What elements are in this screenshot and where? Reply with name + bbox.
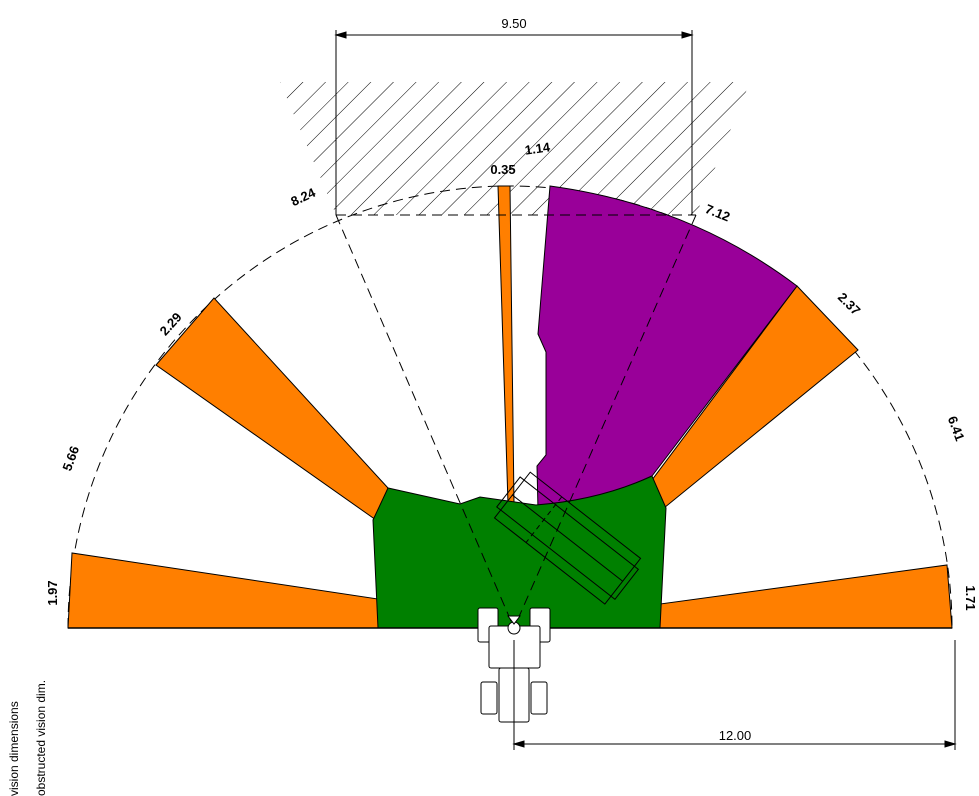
legend-vision-dimensions: vision dimensions — [7, 701, 21, 796]
label-left-bottom: 1.97 — [45, 580, 60, 605]
sector-left-orange — [155, 297, 389, 521]
label-right-upper: 7.12 — [703, 201, 732, 224]
label-center-gap: 1.14 — [524, 139, 552, 157]
near-zone-green — [372, 475, 667, 629]
sector-left-bottom — [67, 552, 379, 629]
dimension-right-label: 12.00 — [719, 728, 752, 743]
label-left-lower-white: 5.66 — [59, 444, 82, 473]
dimension-top — [334, 30, 694, 215]
label-right-lower-white: 6.41 — [945, 414, 968, 443]
dashed-rays — [335, 214, 697, 629]
legend-obstructed-vision: obstructed vision dim. — [34, 680, 48, 796]
label-left-upper-white: 8.24 — [288, 184, 318, 209]
dimension-right — [512, 640, 957, 750]
label-right-orange: 2.37 — [835, 290, 864, 319]
implement-outline — [493, 471, 642, 605]
sector-right-bottom — [659, 564, 953, 629]
obstructed-area — [280, 82, 750, 215]
sector-center-thin — [497, 185, 515, 505]
label-right-bottom: 1.71 — [963, 585, 978, 610]
label-center-thin: 0.35 — [490, 162, 515, 177]
dimension-top-label: 9.50 — [501, 16, 526, 31]
